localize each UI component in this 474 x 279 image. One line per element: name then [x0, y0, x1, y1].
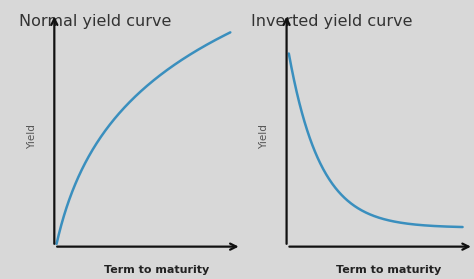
- Text: Yield: Yield: [27, 124, 37, 149]
- Text: Yield: Yield: [259, 124, 269, 149]
- Text: Term to maturity: Term to maturity: [104, 265, 210, 275]
- Text: Normal yield curve: Normal yield curve: [18, 14, 171, 29]
- Text: Inverted yield curve: Inverted yield curve: [251, 14, 412, 29]
- Text: Term to maturity: Term to maturity: [337, 265, 442, 275]
